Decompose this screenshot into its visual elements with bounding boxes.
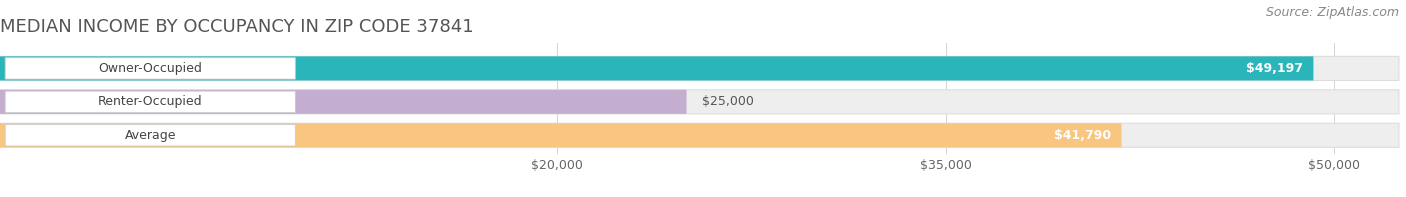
FancyBboxPatch shape [0, 123, 1399, 147]
Text: Average: Average [125, 129, 176, 142]
Text: $25,000: $25,000 [702, 95, 754, 108]
FancyBboxPatch shape [0, 56, 1399, 80]
FancyBboxPatch shape [0, 90, 1399, 114]
Text: MEDIAN INCOME BY OCCUPANCY IN ZIP CODE 37841: MEDIAN INCOME BY OCCUPANCY IN ZIP CODE 3… [0, 18, 474, 36]
FancyBboxPatch shape [0, 90, 686, 114]
FancyBboxPatch shape [6, 125, 295, 146]
Text: $41,790: $41,790 [1054, 129, 1111, 142]
FancyBboxPatch shape [0, 123, 1122, 147]
Text: Renter-Occupied: Renter-Occupied [98, 95, 202, 108]
Text: Owner-Occupied: Owner-Occupied [98, 62, 202, 75]
FancyBboxPatch shape [6, 58, 295, 79]
FancyBboxPatch shape [6, 91, 295, 112]
Text: Source: ZipAtlas.com: Source: ZipAtlas.com [1265, 6, 1399, 19]
Text: $49,197: $49,197 [1246, 62, 1303, 75]
FancyBboxPatch shape [0, 56, 1313, 80]
